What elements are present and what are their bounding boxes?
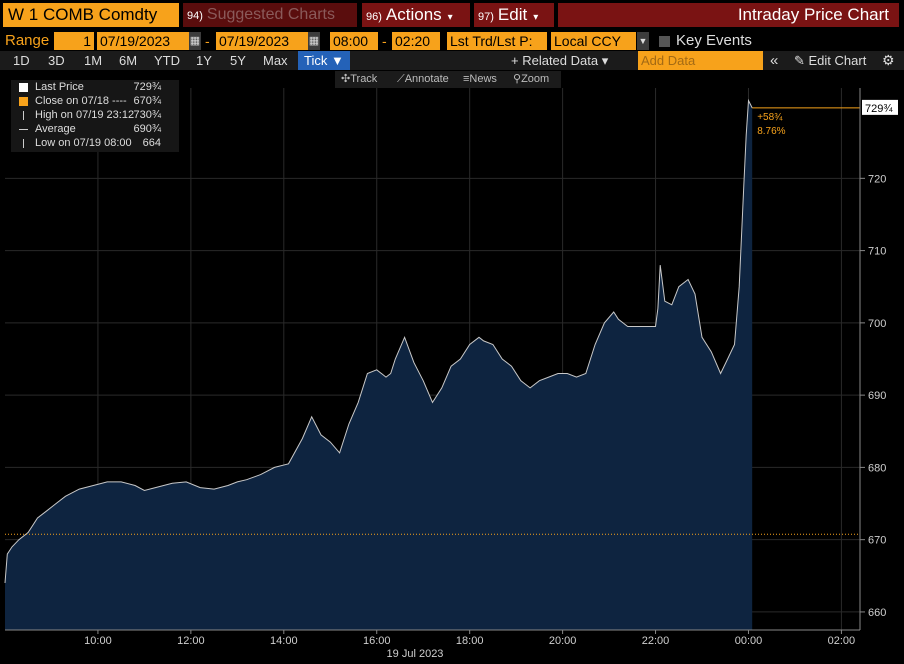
suggested-charts-button[interactable]: 94) Suggested Charts xyxy=(183,3,357,27)
y-tick-label: 700 xyxy=(868,318,886,330)
chevron-down-icon[interactable]: ▼ xyxy=(637,32,649,50)
calendar-icon[interactable]: ▦ xyxy=(189,32,201,50)
change-label: +58¾ xyxy=(757,112,783,123)
low-marker-icon xyxy=(23,139,24,148)
start-date-field[interactable]: 07/19/2023 xyxy=(97,32,189,50)
time-dash: - xyxy=(382,33,387,49)
edit-menu-button[interactable]: 97) Edit ▾ xyxy=(474,3,554,27)
x-tick-label: 22:00 xyxy=(642,635,670,647)
price-area xyxy=(5,100,753,631)
y-tick-label: 710 xyxy=(868,246,886,258)
x-tick-label: 12:00 xyxy=(177,635,205,647)
top-toolbar: W 1 COMB Comdty 94) Suggested Charts 96) A… xyxy=(0,0,904,30)
high-marker-icon xyxy=(23,111,24,120)
period-bar: 1D 3D 1M 6M YTD 1Y 5Y Max Tick ▼ + Relat… xyxy=(0,51,904,70)
legend-value: 690¾ xyxy=(133,123,161,135)
period-1d[interactable]: 1D xyxy=(13,53,30,68)
period-6m[interactable]: 6M xyxy=(119,53,138,68)
actions-number: 96) xyxy=(366,11,382,23)
legend-item-low: Low on 07/19 08:00 664 xyxy=(11,137,179,150)
period-max[interactable]: Max xyxy=(263,53,288,68)
tool-news-label: News xyxy=(469,73,497,85)
x-tick-label: 10:00 xyxy=(84,635,112,647)
range-bar: Range 1 07/19/2023 ▦ - 07/19/2023 ▦ 08:0… xyxy=(0,31,904,51)
legend-item-high: High on 07/19 23:12 730¾ xyxy=(11,109,179,122)
ticker-field[interactable]: W 1 COMB Comdty xyxy=(3,3,179,27)
key-events-checkbox[interactable] xyxy=(659,36,670,47)
date-label: 19 Jul 2023 xyxy=(387,648,444,660)
legend-label: Close on 07/18 ---- xyxy=(35,95,127,107)
tool-track[interactable]: ✣ Track xyxy=(341,71,377,88)
suggested-charts-label: Suggested Charts xyxy=(206,6,335,23)
legend-swatch xyxy=(19,83,28,92)
legend-item-close: Close on 07/18 ---- 670¾ xyxy=(11,95,179,108)
actions-label: Actions xyxy=(385,5,442,24)
legend-label: Average xyxy=(35,123,76,135)
range-dash: - xyxy=(205,33,210,49)
last-price-tag xyxy=(862,99,898,115)
chart-legend: Last Price 729¾ Close on 07/18 ---- 670¾… xyxy=(11,80,179,152)
start-time-field[interactable]: 08:00 xyxy=(330,32,378,50)
average-marker-icon xyxy=(19,129,28,130)
edit-label: Edit xyxy=(497,5,528,24)
x-tick-label: 20:00 xyxy=(549,635,577,647)
x-tick-label: 18:00 xyxy=(456,635,484,647)
collapse-icon[interactable]: « xyxy=(770,52,779,69)
tool-zoom-label: Zoom xyxy=(521,73,550,85)
legend-value: 729¾ xyxy=(133,81,161,93)
price-line xyxy=(4,98,753,584)
end-time-field[interactable]: 02:20 xyxy=(392,32,440,50)
x-tick-label: 00:00 xyxy=(735,635,763,647)
legend-item-average: Average 690¾ xyxy=(11,123,179,136)
period-ytd[interactable]: YTD xyxy=(154,53,180,68)
gear-icon[interactable]: ⚙ xyxy=(882,52,895,68)
suggested-charts-number: 94) xyxy=(187,10,203,22)
price-source-field[interactable]: Lst Trd/Lst P: xyxy=(447,32,547,50)
legend-label: Last Price xyxy=(35,81,84,93)
legend-swatch xyxy=(19,97,28,106)
tool-track-label: Track xyxy=(350,73,378,85)
y-tick-label: 720 xyxy=(868,173,886,185)
x-tick-label: 02:00 xyxy=(828,635,856,647)
edit-chart-button[interactable]: ✎ Edit Chart xyxy=(794,53,867,68)
key-events-label: Key Events xyxy=(676,32,752,49)
chevron-down-icon: ▾ xyxy=(447,12,453,23)
legend-value: 730¾ xyxy=(133,109,161,121)
tool-news[interactable]: ≡ News xyxy=(463,71,497,88)
actions-menu-button[interactable]: 96) Actions ▾ xyxy=(362,3,470,27)
last-price-label: 729¾ xyxy=(865,103,893,115)
currency-field[interactable]: Local CCY xyxy=(551,32,636,50)
period-1m[interactable]: 1M xyxy=(84,53,103,68)
change-pct-label: 8.76% xyxy=(757,126,785,137)
tick-dropdown[interactable]: Tick ▼ xyxy=(298,51,350,70)
period-3d[interactable]: 3D xyxy=(48,53,65,68)
legend-label: High on 07/19 23:12 xyxy=(35,109,135,121)
range-value-field[interactable]: 1 xyxy=(54,32,94,50)
y-tick-label: 670 xyxy=(868,535,886,547)
chevron-down-icon: ▾ xyxy=(533,12,539,23)
calendar-icon[interactable]: ▦ xyxy=(308,32,320,50)
y-tick-label: 660 xyxy=(868,607,886,619)
page-title: Intraday Price Chart xyxy=(558,3,899,27)
y-tick-label: 680 xyxy=(868,462,886,474)
x-tick-label: 14:00 xyxy=(270,635,298,647)
range-label: Range xyxy=(5,32,50,49)
legend-label: Low on 07/19 08:00 xyxy=(35,137,132,149)
related-data-button[interactable]: + Related Data ▾ xyxy=(511,53,609,68)
chart-tools: ✣ Track ⟋ Annotate ≡ News ⚲ Zoom xyxy=(335,71,561,88)
tool-annotate-label: Annotate xyxy=(404,73,449,85)
period-1y[interactable]: 1Y xyxy=(196,53,212,68)
end-date-field[interactable]: 07/19/2023 xyxy=(216,32,308,50)
y-tick-label: 690 xyxy=(868,390,886,402)
x-tick-label: 16:00 xyxy=(363,635,391,647)
legend-item-last-price: Last Price 729¾ xyxy=(11,81,179,94)
legend-value: 664 xyxy=(142,137,161,149)
add-data-input[interactable]: Add Data xyxy=(638,51,763,70)
period-5y[interactable]: 5Y xyxy=(230,53,246,68)
legend-value: 670¾ xyxy=(133,95,161,107)
tool-zoom[interactable]: ⚲ Zoom xyxy=(513,71,549,88)
edit-number: 97) xyxy=(478,11,494,23)
tool-annotate[interactable]: ⟋ Annotate xyxy=(397,71,449,88)
